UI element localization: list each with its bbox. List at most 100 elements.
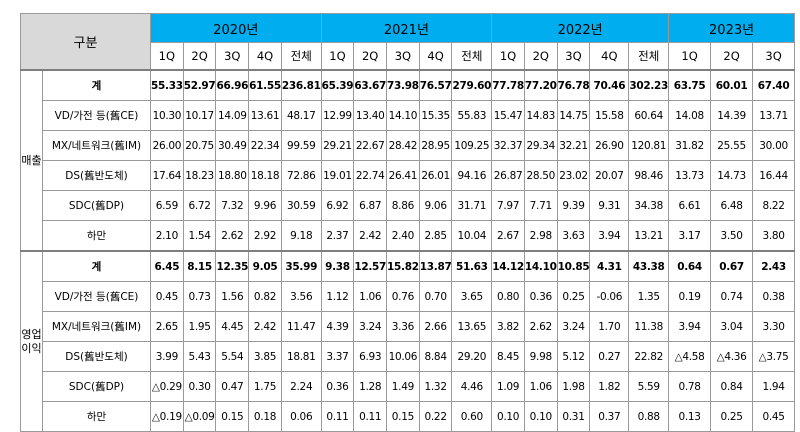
value-cell: 14.83 (523, 100, 558, 131)
value-cell: 3.65 (451, 281, 493, 312)
value-cell: 13.40 (353, 100, 388, 131)
value-cell: 30.49 (215, 130, 250, 161)
value-cell: 26.01 (418, 160, 453, 191)
table-row: VD/가전 등(舊CE) 10.30 10.17 14.09 13.61 48.17 12.… (21, 100, 796, 131)
row-label: SDC(舊DP) (42, 190, 151, 221)
value-cell: 8.15 (182, 250, 217, 282)
value-cell: 0.13 (668, 401, 712, 432)
value-cell: 26.87 (491, 160, 525, 191)
value-cell: 15.35 (418, 100, 453, 131)
value-cell: 15.47 (491, 100, 525, 131)
value-cell: 1.70 (589, 311, 630, 342)
value-cell: 6.61 (668, 190, 712, 221)
value-cell: 3.37 (320, 341, 355, 372)
gubun-header: 구분 (20, 13, 151, 71)
value-cell: 76.78 (556, 69, 591, 101)
value-cell: 2.66 (418, 311, 453, 342)
value-cell: 2.85 (418, 220, 453, 252)
value-cell: 4.31 (589, 250, 630, 282)
quarter-header: 2Q (710, 42, 754, 71)
value-cell: 22.67 (353, 130, 388, 161)
value-cell: 98.46 (628, 160, 670, 191)
value-cell: 99.59 (280, 130, 322, 161)
value-cell: △4.58 (668, 341, 712, 372)
value-cell: 2.62 (523, 311, 558, 342)
value-cell: 0.73 (182, 281, 217, 312)
row-label: MX/네트워크(舊IM) (42, 130, 151, 161)
value-cell: 2.98 (523, 220, 558, 252)
value-cell: 14.09 (215, 100, 250, 131)
table-row: SDC(舊DP) 6.59 6.72 7.32 9.96 30.59 6.92 6.87 8.8… (21, 190, 796, 221)
value-cell: 0.11 (353, 401, 388, 432)
year-header-2021: 2021년 (320, 13, 493, 43)
value-cell: 0.30 (182, 371, 217, 402)
value-cell: 2.92 (248, 220, 282, 252)
value-cell: 3.04 (710, 311, 754, 342)
value-cell: 0.60 (451, 401, 493, 432)
value-cell: 2.40 (386, 220, 420, 252)
value-cell: 5.54 (215, 341, 250, 372)
value-cell: 14.39 (710, 100, 754, 131)
value-cell: 0.82 (248, 281, 282, 312)
value-cell: 302.23 (628, 69, 670, 101)
value-cell: 0.74 (710, 281, 754, 312)
table-row: 하만 2.10 1.54 2.62 2.92 9.18 2.37 2.42 2.40 2.85 10… (21, 220, 796, 252)
value-cell: 0.15 (386, 401, 420, 432)
value-cell: 1.49 (386, 371, 420, 402)
value-cell: 3.36 (386, 311, 420, 342)
value-cell: △3.75 (752, 341, 796, 372)
value-cell: 14.75 (556, 100, 591, 131)
value-cell: 22.82 (628, 341, 670, 372)
value-cell: 6.87 (353, 190, 388, 221)
value-cell: 3.80 (752, 220, 796, 252)
quarter-header: 3Q (556, 42, 591, 71)
value-cell: 3.56 (280, 281, 322, 312)
value-cell: 32.21 (556, 130, 591, 161)
value-cell: 51.63 (451, 250, 493, 282)
value-cell: 3.82 (491, 311, 525, 342)
value-cell: 60.01 (710, 69, 754, 101)
value-cell: 30.00 (752, 130, 796, 161)
value-cell: 5.59 (628, 371, 670, 402)
value-cell: △0.09 (182, 401, 217, 432)
value-cell: 13.21 (628, 220, 670, 252)
value-cell: 11.47 (280, 311, 322, 342)
row-label: 계 (42, 250, 151, 282)
value-cell: 9.06 (418, 190, 453, 221)
value-cell: 1.28 (353, 371, 388, 402)
value-cell: 8.45 (491, 341, 525, 372)
value-cell: 8.86 (386, 190, 420, 221)
value-cell: 14.08 (668, 100, 712, 131)
value-cell: 2.42 (353, 220, 388, 252)
quarter-header: 전체 (628, 42, 670, 71)
value-cell: 8.84 (418, 341, 453, 372)
value-cell: 52.97 (182, 69, 217, 101)
value-cell: 26.41 (386, 160, 420, 191)
value-cell: 20.75 (182, 130, 217, 161)
value-cell: 0.47 (215, 371, 250, 402)
quarter-header-row: 1Q 2Q 3Q 4Q 전체 1Q 2Q 3Q 4Q 전체 1Q 2Q 3Q 4Q 전체 1Q 2Q 3Q (21, 42, 796, 71)
row-label: DS(舊반도체) (42, 160, 151, 191)
value-cell: 3.99 (150, 341, 184, 372)
value-cell: 10.17 (182, 100, 217, 131)
value-cell: 0.67 (710, 250, 754, 282)
value-cell: 11.38 (628, 311, 670, 342)
value-cell: △4.36 (710, 341, 754, 372)
year-header-row: 구분 2020년 2021년 2022년 2023년 (20, 13, 796, 71)
value-cell: 26.90 (589, 130, 630, 161)
table-row: VD/가전 등(舊CE) 0.45 0.73 1.56 0.82 3.56 1.12 1.06… (21, 281, 796, 312)
value-cell: 0.37 (589, 401, 630, 432)
value-cell: 8.22 (752, 190, 796, 221)
value-cell: 0.38 (752, 281, 796, 312)
financial-table-container: 구분 2020년 2021년 2022년 2023년 1Q 2Q 3Q 4Q 전체 1Q 2… (20, 13, 796, 432)
value-cell: 31.82 (668, 130, 712, 161)
value-cell: 1.54 (182, 220, 217, 252)
value-cell: 66.96 (215, 69, 250, 101)
value-cell: 1.75 (248, 371, 282, 402)
value-cell: 65.39 (320, 69, 355, 101)
value-cell: 2.65 (150, 311, 184, 342)
year-header-2023: 2023년 (668, 13, 796, 43)
group-label: 매출 (20, 69, 43, 252)
value-cell: 4.46 (451, 371, 493, 402)
value-cell: 12.35 (215, 250, 250, 282)
